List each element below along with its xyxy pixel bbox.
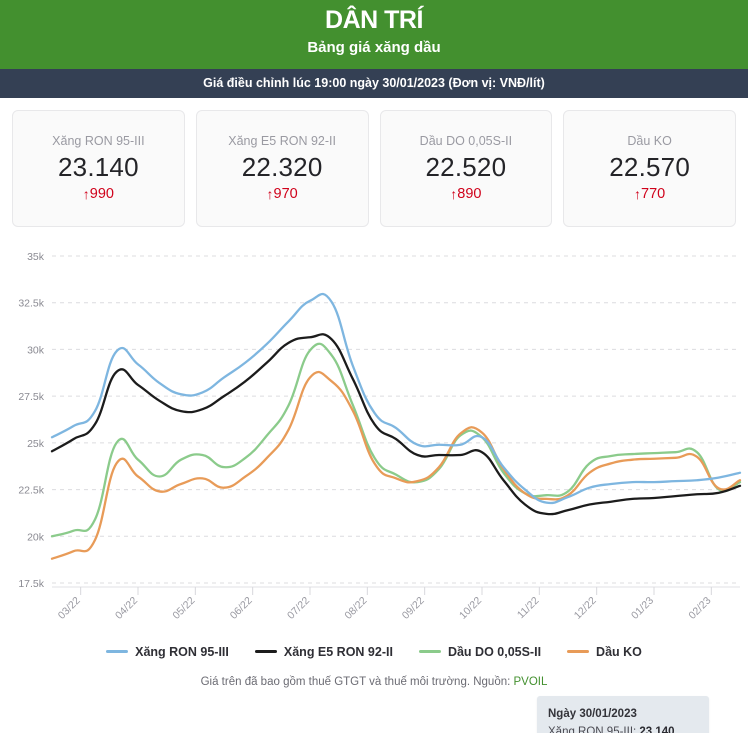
legend-label: Dầu KO (596, 644, 642, 659)
tooltip-title: Ngày 30/01/2023 (548, 707, 637, 720)
y-axis-tick-label: 35k (27, 251, 45, 263)
footnote-source[interactable]: PVOIL (513, 675, 548, 688)
price-card-delta-value: 890 (457, 185, 482, 202)
x-axis-tick-label: 08/22 (342, 594, 369, 621)
y-axis-tick-label: 30k (27, 344, 45, 356)
tooltip-row: Xăng RON 95-III: 23.140 (548, 723, 699, 733)
price-card-label: Xăng RON 95-III (52, 134, 145, 149)
x-axis-tick-label: 07/22 (285, 594, 312, 621)
price-history-chart[interactable]: 35k 32.5k 30k 27.5k 25k 22.5k 20k 17.5k 03/22 04… (0, 241, 748, 733)
y-axis-tick-label: 20k (27, 531, 45, 543)
arrow-up-icon: ↑ (82, 186, 90, 203)
x-axis-tick-label: 11/22 (515, 594, 542, 621)
x-axis-tick-label: 06/22 (228, 594, 255, 621)
series-line-1 (50, 292, 742, 504)
x-axis-tick-label: 01/23 (629, 594, 656, 621)
price-card-value: 22.320 (241, 152, 323, 183)
site-logo: DÂN TRÍ (325, 6, 423, 34)
info-bar-text: Giá điều chỉnh lúc 19:00 ngày 30/01/2023… (203, 76, 545, 91)
chart-series-layer (50, 292, 742, 560)
info-bar: Giá điều chỉnh lúc 19:00 ngày 30/01/2023… (0, 68, 748, 98)
y-axis-tick-label: 32.5k (18, 297, 44, 309)
footnote-text: Giá trên đã bao gồm thuế GTGT và thuế mô… (200, 675, 514, 688)
chart-canvas: 35k 32.5k 30k 27.5k 25k 22.5k 20k 17.5k 03/22 04… (18, 251, 742, 621)
x-axis-tick-label: 12/22 (572, 594, 599, 621)
price-card-row: Xăng RON 95-III 23.140 ↑ 990 Xăng E5 RON… (0, 98, 748, 227)
legend-color-swatch (106, 650, 129, 654)
y-axis-tick-label: 27.5k (18, 391, 44, 403)
price-card-delta-value: 990 (89, 185, 114, 202)
x-axis-tick-label: 10/22 (457, 594, 484, 621)
price-card-delta: ↑ 890 (450, 186, 481, 203)
legend-color-swatch (418, 650, 441, 654)
x-axis-tick-label: 02/23 (686, 594, 713, 621)
tooltip-row-name: Xăng RON 95-III (548, 726, 634, 733)
chart-x-axis: 03/22 04/22 05/22 06/22 07/22 08/22 09/22 10/22… (52, 586, 740, 621)
chart-tooltip: Ngày 30/01/2023 Xăng RON 95-III: 23.140 … (537, 695, 709, 733)
price-card-ron95[interactable]: Xăng RON 95-III 23.140 ↑ 990 (12, 109, 185, 227)
chart-footnote: Giá trên đã bao gồm thuế GTGT và thuế mô… (0, 676, 748, 688)
price-card-value: 22.520 (425, 152, 507, 183)
price-card-delta-value: 770 (641, 185, 666, 202)
price-card-dau-do[interactable]: Dầu DO 0,05S-II 22.520 ↑ 890 (379, 109, 553, 227)
tooltip-row-value: 23.140 (639, 726, 675, 733)
price-card-delta: ↑ 970 (267, 186, 298, 203)
price-card-label: Xăng E5 RON 92-II (228, 134, 336, 149)
legend-item-dau-ko[interactable]: Dầu KO (567, 645, 642, 659)
x-axis-tick-label: 05/22 (170, 594, 197, 621)
price-card-value: 22.570 (609, 152, 690, 183)
page-title: Bảng giá xăng dầu (307, 38, 441, 56)
price-card-label: Dầu DO 0,05S-II (419, 134, 513, 149)
legend-item-ron95[interactable]: Xăng RON 95-III (106, 645, 229, 659)
x-axis-tick-label: 04/22 (113, 594, 140, 621)
series-line-4 (50, 370, 742, 560)
price-card-e5ron92[interactable]: Xăng E5 RON 92-II 22.320 ↑ 970 (195, 109, 369, 227)
price-card-delta-value: 970 (273, 185, 298, 202)
series-line-2 (50, 332, 742, 516)
legend-item-e5ron92[interactable]: Xăng E5 RON 92-II (254, 644, 393, 659)
arrow-up-icon: ↑ (450, 186, 458, 203)
x-axis-tick-label: 09/22 (400, 594, 427, 621)
price-card-delta: ↑ 990 (83, 186, 114, 203)
y-axis-tick-label: 17.5k (18, 578, 44, 590)
price-card-label: Dầu KO (627, 134, 672, 149)
legend-color-swatch (567, 650, 590, 654)
price-card-delta: ↑ 770 (634, 186, 665, 203)
price-card-dau-ko[interactable]: Dầu KO 22.570 ↑ 770 (563, 109, 736, 227)
legend-label: Xăng RON 95-III (135, 644, 229, 659)
chart-gridlines (52, 255, 740, 584)
y-axis-tick-label: 22.5k (18, 484, 44, 496)
chart-y-axis: 35k 32.5k 30k 27.5k 25k 22.5k 20k 17.5k (18, 251, 44, 590)
legend-item-dau-do[interactable]: Dầu DO 0,05S-II (418, 644, 542, 659)
legend-label: Dầu DO 0,05S-II (447, 644, 542, 659)
arrow-up-icon: ↑ (634, 186, 642, 203)
chart-legend: Xăng RON 95-III Xăng E5 RON 92-II Dầu DO… (0, 645, 748, 659)
brand-header: DÂN TRÍ Bảng giá xăng dầu (0, 0, 748, 69)
legend-label: Xăng E5 RON 92-II (283, 644, 393, 659)
x-axis-tick-label: 03/22 (56, 594, 83, 621)
y-axis-tick-label: 25k (27, 438, 45, 450)
arrow-up-icon: ↑ (266, 186, 274, 203)
price-card-value: 23.140 (58, 152, 139, 183)
series-line-3 (50, 342, 742, 538)
legend-color-swatch (254, 650, 277, 654)
